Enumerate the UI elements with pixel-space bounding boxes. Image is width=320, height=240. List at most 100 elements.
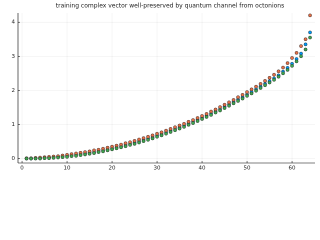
point bbox=[173, 125, 177, 130]
y-tick-label: 0 bbox=[12, 156, 16, 162]
point bbox=[177, 126, 182, 131]
point bbox=[308, 13, 312, 18]
point bbox=[281, 65, 285, 70]
y-tick-label: 1 bbox=[12, 122, 16, 128]
point bbox=[137, 137, 141, 142]
point bbox=[204, 112, 209, 116]
point bbox=[272, 78, 276, 82]
point bbox=[294, 51, 299, 55]
point bbox=[227, 103, 231, 108]
y-tick-label: 4 bbox=[12, 20, 16, 26]
chart: training complex vector well-preserved b… bbox=[12, 3, 315, 172]
point bbox=[69, 154, 74, 158]
point bbox=[303, 42, 308, 47]
point bbox=[227, 100, 231, 105]
point bbox=[236, 95, 240, 100]
point bbox=[272, 72, 276, 77]
point bbox=[222, 102, 227, 107]
x-tick-label: 10 bbox=[64, 166, 71, 172]
point bbox=[254, 84, 258, 89]
y-tick-label: 2 bbox=[12, 88, 16, 94]
point bbox=[159, 130, 164, 135]
point bbox=[155, 131, 159, 136]
point bbox=[101, 149, 105, 154]
point bbox=[186, 119, 191, 124]
point bbox=[96, 150, 101, 154]
point bbox=[254, 88, 258, 93]
point bbox=[38, 156, 42, 161]
point bbox=[78, 153, 83, 157]
point bbox=[132, 142, 137, 146]
point bbox=[24, 156, 29, 161]
y-tick-label: 3 bbox=[12, 54, 16, 60]
point bbox=[195, 116, 200, 120]
point bbox=[182, 125, 186, 129]
point bbox=[263, 79, 267, 83]
point bbox=[173, 128, 177, 133]
point bbox=[200, 117, 204, 121]
point bbox=[141, 139, 146, 143]
point bbox=[218, 108, 222, 113]
point bbox=[299, 44, 303, 48]
point bbox=[137, 140, 141, 145]
point bbox=[258, 82, 263, 86]
point bbox=[141, 136, 146, 140]
point bbox=[119, 145, 123, 150]
x-tick-label: 60 bbox=[289, 166, 296, 172]
point bbox=[51, 156, 56, 160]
point bbox=[240, 93, 245, 97]
point bbox=[299, 54, 303, 59]
point bbox=[155, 134, 159, 139]
point bbox=[290, 56, 294, 60]
point bbox=[177, 123, 182, 128]
point bbox=[285, 68, 290, 72]
point bbox=[249, 91, 254, 96]
point bbox=[303, 37, 308, 42]
chart-title: training complex vector well-preserved b… bbox=[56, 3, 284, 10]
x-tick-label: 30 bbox=[154, 166, 161, 172]
point bbox=[281, 71, 285, 76]
point bbox=[164, 131, 168, 136]
point bbox=[267, 80, 272, 85]
point bbox=[245, 94, 249, 98]
point bbox=[186, 123, 191, 127]
point bbox=[209, 109, 213, 114]
point bbox=[146, 134, 150, 139]
point bbox=[33, 156, 38, 161]
point bbox=[236, 99, 240, 103]
point bbox=[222, 106, 227, 110]
point bbox=[29, 156, 33, 161]
point bbox=[276, 69, 281, 74]
point bbox=[290, 64, 294, 68]
point bbox=[150, 136, 155, 141]
point bbox=[164, 128, 168, 133]
point bbox=[308, 30, 312, 35]
point bbox=[159, 133, 164, 138]
point bbox=[258, 86, 263, 90]
point bbox=[60, 155, 65, 160]
point bbox=[303, 47, 308, 52]
point bbox=[132, 139, 137, 143]
point bbox=[294, 59, 299, 64]
point bbox=[285, 61, 290, 65]
point bbox=[42, 156, 47, 161]
point bbox=[240, 96, 245, 101]
x-tick-label: 0 bbox=[20, 166, 24, 172]
point bbox=[191, 118, 195, 122]
point bbox=[105, 148, 110, 153]
point bbox=[218, 105, 222, 109]
point bbox=[74, 154, 78, 158]
point bbox=[123, 144, 128, 149]
point bbox=[249, 87, 254, 92]
point bbox=[245, 90, 249, 94]
point bbox=[195, 119, 200, 123]
point bbox=[87, 151, 92, 156]
point bbox=[276, 74, 281, 79]
point bbox=[209, 113, 213, 117]
x-tick-label: 40 bbox=[199, 166, 206, 172]
point bbox=[114, 146, 119, 151]
point bbox=[83, 152, 87, 157]
point bbox=[231, 101, 236, 106]
point bbox=[200, 114, 204, 118]
point bbox=[146, 138, 150, 142]
